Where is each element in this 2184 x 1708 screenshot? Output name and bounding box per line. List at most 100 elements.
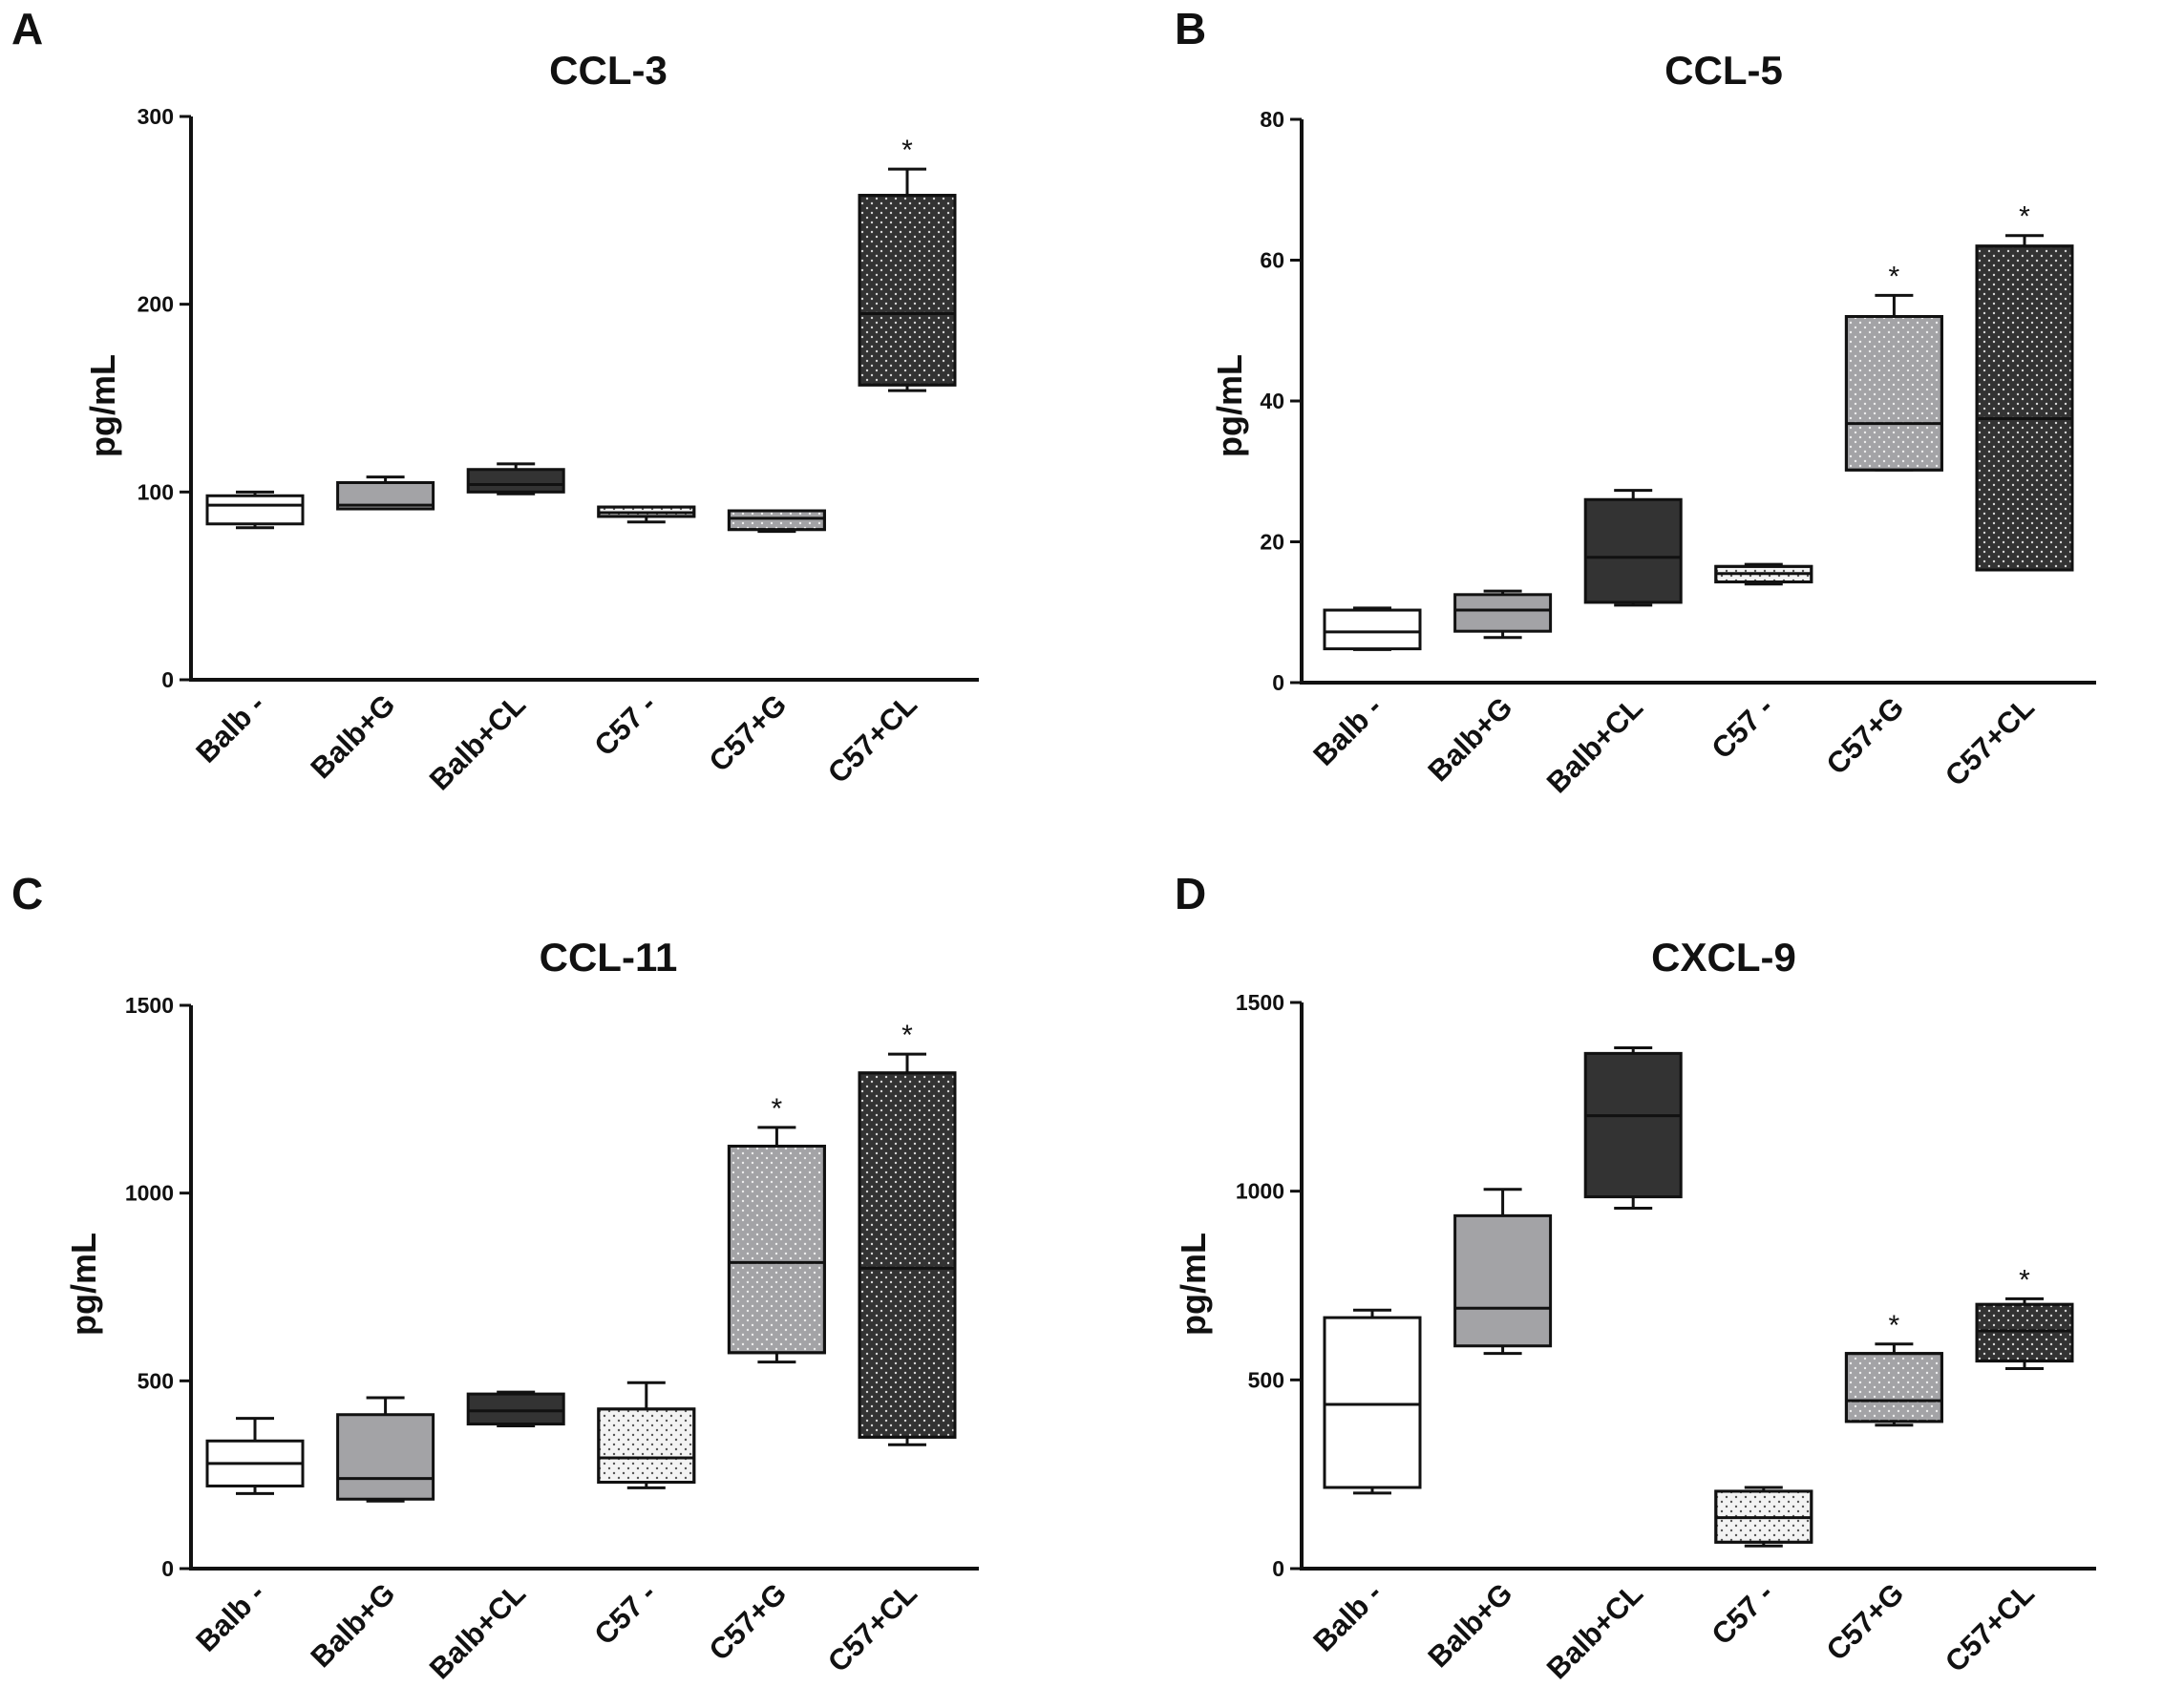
chart-title: CXCL-9 bbox=[1651, 935, 1796, 980]
x-tick-label: Balb+G bbox=[1421, 1576, 1518, 1674]
x-tick-label: C57 - bbox=[1705, 1576, 1779, 1651]
x-tick-label: C57+CL bbox=[821, 1576, 923, 1678]
x-tick-label: C57 - bbox=[1705, 690, 1779, 765]
x-tick-label: C57+G bbox=[1820, 690, 1911, 781]
panel-letter: A bbox=[11, 4, 43, 53]
box-balb-cl bbox=[466, 1390, 565, 1428]
plot-area: 0 100 200 300 Balb - Balb+G Balb+CL C57 - C57+G *… bbox=[138, 104, 979, 796]
box-pattern bbox=[727, 509, 826, 532]
box-body bbox=[1323, 1316, 1422, 1489]
box-pattern bbox=[1975, 244, 2074, 572]
plot-area: 0 500 1000 1500 Balb - Balb+G Balb+CL C57 - * C57… bbox=[1236, 990, 2096, 1685]
box-pattern bbox=[727, 1145, 826, 1355]
panel-b: B CCL-5 pg/mL 0 20 40 60 80 Balb - Balb+G Balb+… bbox=[1175, 4, 2096, 799]
box-balb-cl bbox=[466, 462, 565, 496]
box-pattern bbox=[1844, 315, 1943, 472]
x-tick-label: Balb+CL bbox=[423, 687, 532, 796]
y-tick-label: 0 bbox=[161, 1556, 174, 1581]
box-pattern bbox=[858, 1071, 957, 1439]
x-tick-label: Balb - bbox=[189, 1576, 271, 1658]
x-tick-label: C57+G bbox=[703, 687, 794, 778]
y-axis-label: pg/mL bbox=[1174, 1233, 1213, 1336]
y-tick-label: 500 bbox=[1248, 1367, 1284, 1392]
x-tick-label: C57+G bbox=[1820, 1576, 1911, 1667]
x-tick-label: Balb+G bbox=[1421, 690, 1518, 788]
box-c57- bbox=[597, 505, 696, 524]
significance-marker: * bbox=[772, 1093, 783, 1125]
y-tick-label: 80 bbox=[1260, 107, 1284, 132]
y-tick-label: 300 bbox=[138, 104, 174, 129]
y-tick-label: 60 bbox=[1260, 248, 1284, 273]
y-tick-label: 1500 bbox=[1236, 990, 1284, 1015]
box-c57-g: * bbox=[727, 1093, 826, 1364]
box-body bbox=[1583, 1051, 1683, 1199]
y-axis-label: pg/mL bbox=[83, 354, 122, 457]
chart-title: CCL-5 bbox=[1665, 48, 1783, 93]
box-c57- bbox=[1714, 562, 1813, 586]
box-balb-cl bbox=[1583, 1045, 1683, 1210]
x-tick-label: Balb+CL bbox=[1540, 1576, 1649, 1685]
box-body bbox=[1453, 593, 1553, 633]
x-tick-label: C57+CL bbox=[821, 687, 923, 790]
y-axis-label: pg/mL bbox=[64, 1233, 103, 1336]
panel-d: D CXCL-9 pg/mL 0 500 1000 1500 Balb - Balb+G B… bbox=[1174, 869, 2096, 1685]
box-c57-g: * bbox=[1844, 261, 1943, 472]
box-body bbox=[1583, 497, 1683, 604]
box-c57-cl: * bbox=[858, 1020, 957, 1446]
x-tick-label: Balb - bbox=[1306, 690, 1389, 772]
y-tick-label: 0 bbox=[1272, 1556, 1284, 1581]
box-balb- bbox=[205, 490, 305, 530]
significance-marker: * bbox=[1889, 261, 1900, 292]
panel-a: A CCL-3 pg/mL 0 100 200 300 Balb - Balb+G Balb… bbox=[11, 4, 979, 796]
box-pattern bbox=[597, 1407, 696, 1485]
x-tick-label: C57 - bbox=[587, 687, 662, 762]
chart-title: CCL-11 bbox=[540, 935, 678, 980]
box-body bbox=[466, 1392, 565, 1426]
box-balb-g bbox=[1453, 589, 1553, 640]
y-tick-label: 100 bbox=[138, 479, 174, 504]
box-balb-g bbox=[336, 1396, 435, 1503]
y-axis-label: pg/mL bbox=[1210, 354, 1249, 457]
x-tick-label: Balb+CL bbox=[1540, 690, 1649, 799]
x-tick-label: C57+G bbox=[703, 1576, 794, 1667]
y-tick-label: 1000 bbox=[125, 1181, 174, 1206]
x-tick-label: Balb - bbox=[189, 687, 271, 770]
box-pattern bbox=[858, 194, 957, 387]
box-body bbox=[336, 1413, 435, 1501]
y-tick-label: 40 bbox=[1260, 389, 1284, 413]
plot-area: 0 20 40 60 80 Balb - Balb+G Balb+CL C57 - * C57+G *… bbox=[1260, 107, 2096, 799]
box-pattern bbox=[1844, 1352, 1943, 1423]
box-balb-g bbox=[1453, 1188, 1553, 1356]
y-tick-label: 0 bbox=[1272, 670, 1284, 695]
x-tick-label: Balb+CL bbox=[423, 1576, 532, 1685]
y-tick-label: 1000 bbox=[1236, 1179, 1284, 1204]
box-c57- bbox=[597, 1381, 696, 1489]
x-tick-label: Balb+G bbox=[304, 687, 401, 785]
box-c57-cl: * bbox=[858, 135, 957, 392]
significance-marker: * bbox=[1889, 1310, 1900, 1341]
significance-marker: * bbox=[2019, 201, 2030, 233]
box-c57- bbox=[1714, 1486, 1813, 1548]
box-body bbox=[205, 494, 305, 526]
y-tick-label: 0 bbox=[161, 667, 174, 692]
y-tick-label: 200 bbox=[138, 292, 174, 317]
y-tick-label: 1500 bbox=[125, 993, 174, 1018]
plot-area: 0 500 1000 1500 Balb - Balb+G Balb+CL C57 - * C57… bbox=[125, 993, 979, 1685]
box-balb-cl bbox=[1583, 489, 1683, 607]
x-tick-label: C57+CL bbox=[1939, 1576, 2041, 1678]
box-c57-cl: * bbox=[1975, 201, 2074, 572]
box-c57-g: * bbox=[1844, 1310, 1943, 1427]
box-pattern bbox=[1975, 1302, 2074, 1363]
y-tick-label: 20 bbox=[1260, 530, 1284, 555]
box-body bbox=[1323, 608, 1422, 651]
box-body bbox=[466, 468, 565, 494]
box-balb-g bbox=[336, 475, 435, 511]
chart-title: CCL-3 bbox=[549, 48, 668, 93]
box-balb- bbox=[1323, 606, 1422, 651]
panel-letter: C bbox=[11, 869, 43, 918]
panel-letter: B bbox=[1175, 4, 1206, 53]
panel-c: C CCL-11 pg/mL 0 500 1000 1500 Balb - Balb+G B… bbox=[11, 869, 979, 1685]
x-tick-label: Balb+G bbox=[304, 1576, 401, 1674]
box-balb- bbox=[205, 1417, 305, 1495]
